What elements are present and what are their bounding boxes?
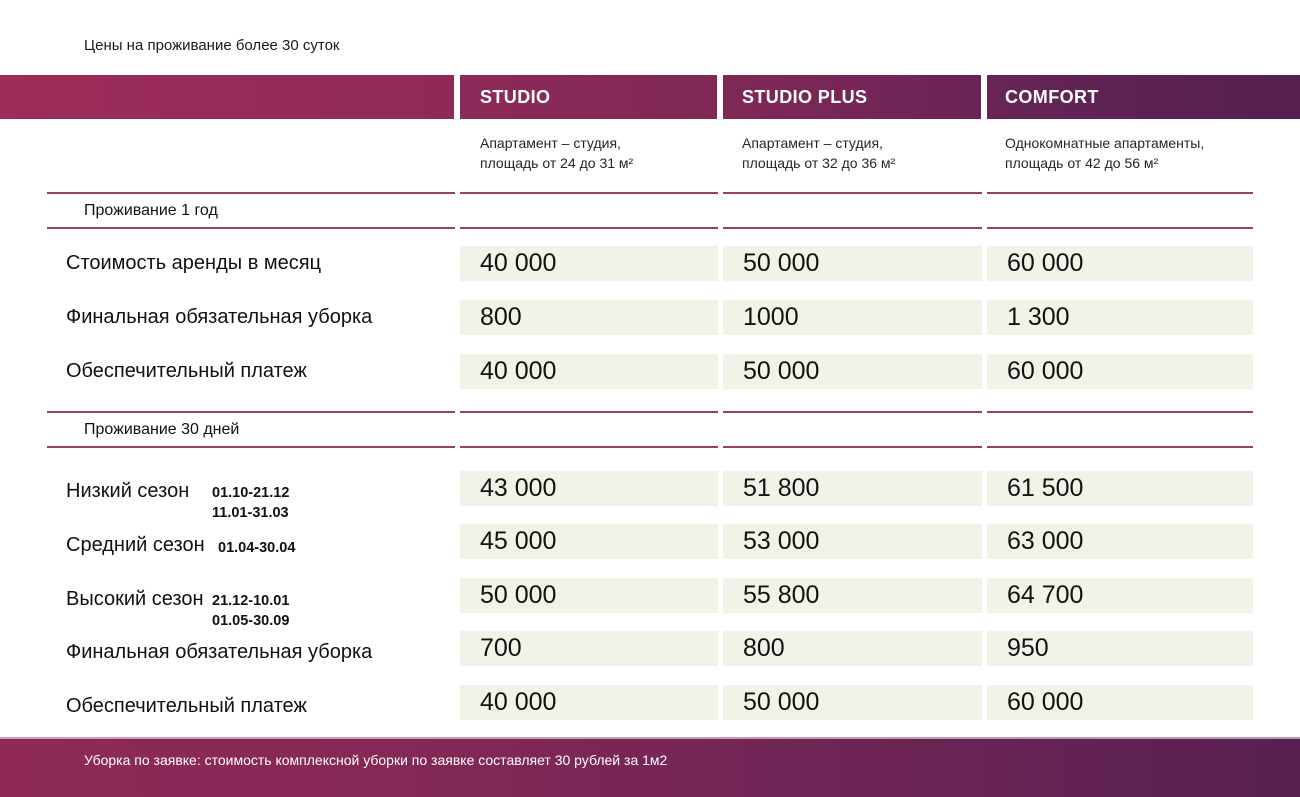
section-divider [47,446,455,448]
value-cell: 40 000 [460,246,718,281]
section-divider [47,227,455,229]
value-cell: 64 700 [987,578,1253,613]
value-cell: 60 000 [987,246,1253,281]
section-divider [460,192,718,194]
value-cell: 50 000 [723,246,982,281]
value-cell: 50 000 [460,578,718,613]
description-line: площадь от 24 до 31 м² [480,155,634,171]
value-cell: 950 [987,631,1253,666]
footer-band: Уборка по заявке: стоимость комплексной … [0,737,1300,797]
season-dates: 01.04-30.04 [218,538,295,558]
section-divider [723,192,982,194]
column-gap [717,75,723,119]
description-line: Апартамент – студия, [480,135,621,151]
description-line: Однокомнатные апартаменты, [1005,135,1205,151]
row-label-low-season: Низкий сезон [66,480,190,502]
table-header-band: STUDIO STUDIO PLUS COMFORT [0,75,1300,119]
column-description-studio-plus: Апартамент – студия, площадь от 32 до 36… [742,133,1002,173]
column-gap [981,75,987,119]
season-date: 01.10-21.12 [212,485,290,501]
row-label: Стоимость аренды в месяц [66,252,322,274]
value-cell: 60 000 [987,354,1253,389]
season-dates: 21.12-10.01 01.05-30.09 [212,591,289,631]
column-header-studio-plus: STUDIO PLUS [742,87,868,107]
section-divider [460,227,718,229]
section-divider [987,411,1253,413]
column-header-comfort: COMFORT [1005,87,1099,107]
value-cell: 50 000 [723,685,982,720]
season-date: 01.05-30.09 [212,613,290,629]
description-line: площадь от 42 до 56 м² [1005,155,1159,171]
value-cell: 1000 [723,300,982,335]
value-cell: 800 [460,300,718,335]
row-label-high-season: Высокий сезон [66,588,204,610]
section-divider [723,227,982,229]
value-cell: 43 000 [460,471,718,506]
season-dates: 01.10-21.12 11.01-31.03 [212,483,289,523]
value-cell: 53 000 [723,524,982,559]
section-title-30-days: Проживание 30 дней [84,421,240,438]
row-label-mid-season: Средний сезон [66,534,205,556]
row-label: Финальная обязательная уборка [66,641,373,663]
value-cell: 45 000 [460,524,718,559]
value-cell: 1 300 [987,300,1253,335]
value-cell: 61 500 [987,471,1253,506]
section-title-1-year: Проживание 1 год [84,202,218,219]
value-cell: 700 [460,631,718,666]
section-divider [47,192,455,194]
section-divider [987,192,1253,194]
column-description-studio: Апартамент – студия, площадь от 24 до 31… [480,133,740,173]
section-divider [723,446,982,448]
value-cell: 55 800 [723,578,982,613]
value-cell: 63 000 [987,524,1253,559]
footer-note: Уборка по заявке: стоимость комплексной … [84,752,668,768]
value-cell: 51 800 [723,471,982,506]
page-title: Цены на проживание более 30 суток [84,37,340,54]
section-divider [987,227,1253,229]
value-cell: 40 000 [460,354,718,389]
row-label: Финальная обязательная уборка [66,306,373,328]
column-header-studio: STUDIO [480,87,551,107]
season-date: 21.12-10.01 [212,593,290,609]
section-divider [47,411,455,413]
section-divider [460,446,718,448]
section-divider [460,411,718,413]
description-line: Апартамент – студия, [742,135,883,151]
section-divider [723,411,982,413]
column-gap [454,75,460,119]
section-divider [987,446,1253,448]
value-cell: 40 000 [460,685,718,720]
season-date: 01.04-30.04 [218,540,296,556]
row-label: Обеспечительный платеж [66,695,307,717]
value-cell: 50 000 [723,354,982,389]
column-description-comfort: Однокомнатные апартаменты, площадь от 42… [1005,133,1265,173]
value-cell: 800 [723,631,982,666]
row-label: Обеспечительный платеж [66,360,307,382]
description-line: площадь от 32 до 36 м² [742,155,896,171]
value-cell: 60 000 [987,685,1253,720]
season-date: 11.01-31.03 [212,505,289,521]
